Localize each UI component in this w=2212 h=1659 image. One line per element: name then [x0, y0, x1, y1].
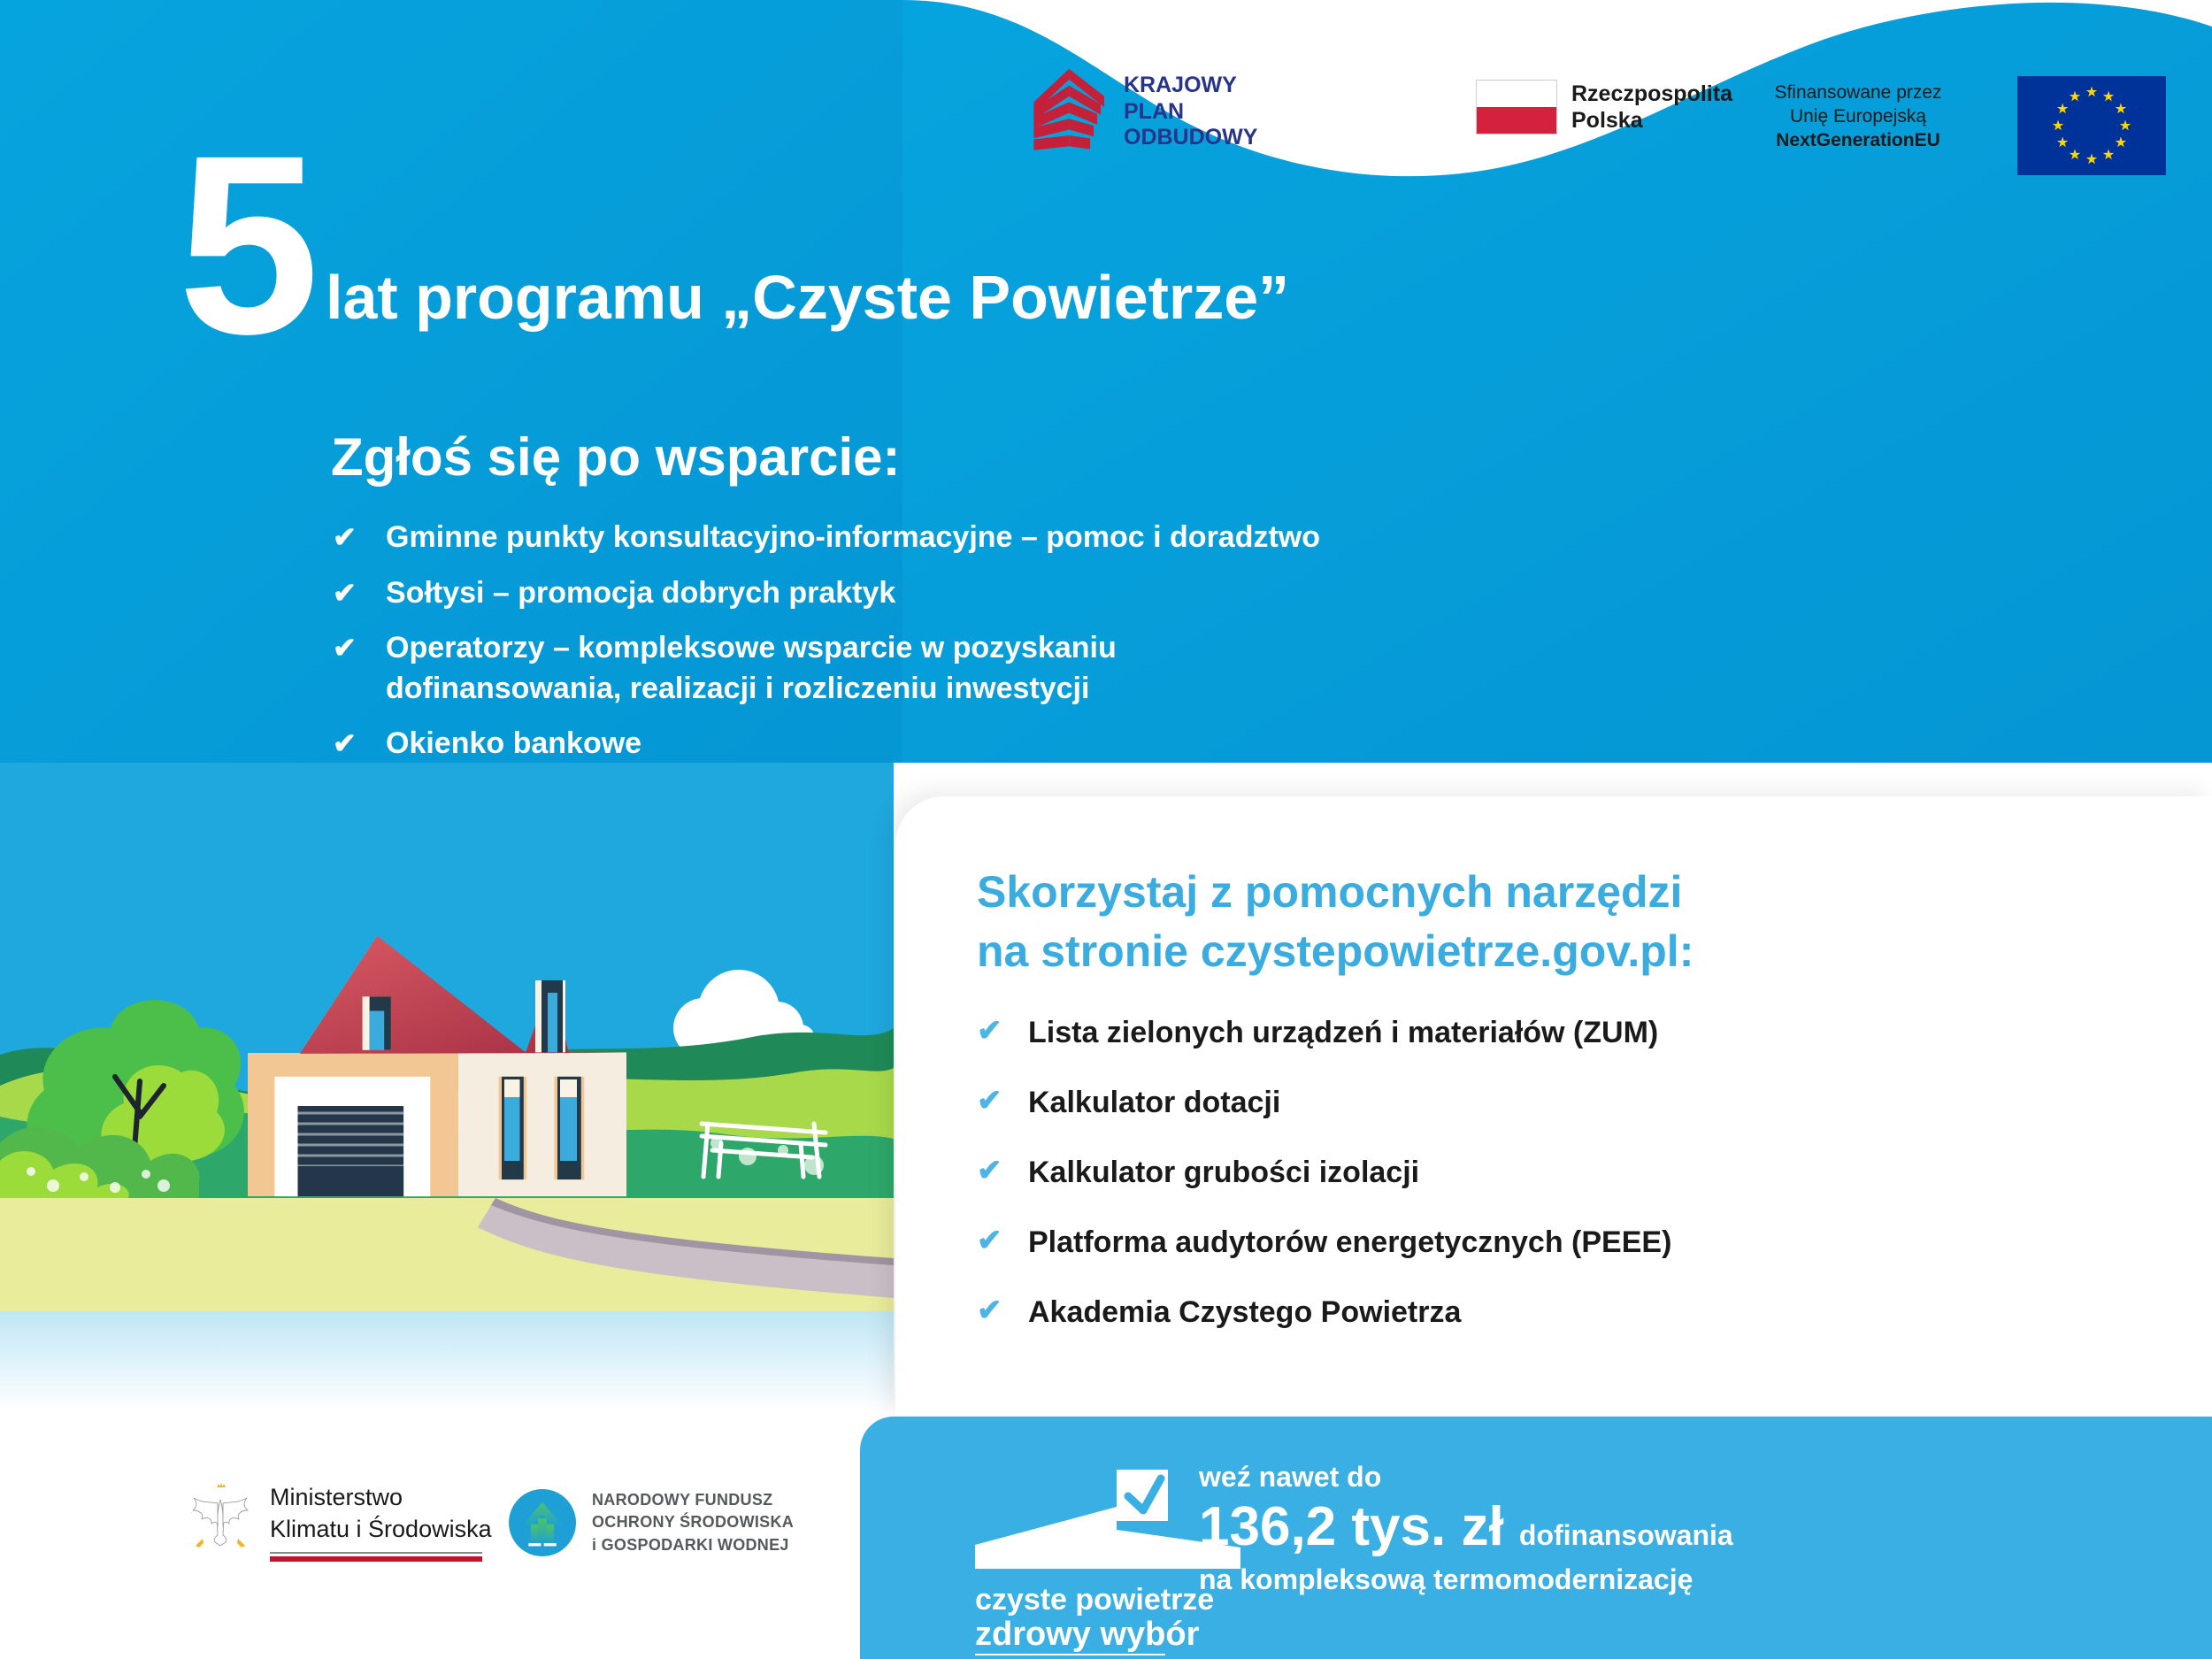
svg-text:czyste powietrze: czyste powietrze: [975, 1583, 1214, 1617]
svg-text:zdrowy wybór: zdrowy wybór: [975, 1616, 1200, 1653]
